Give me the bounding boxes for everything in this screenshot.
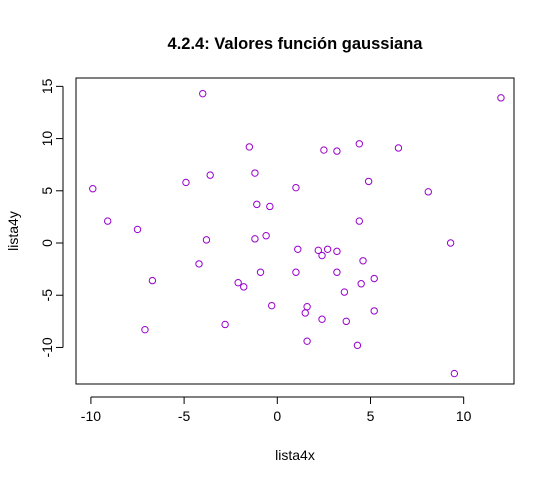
data-point xyxy=(202,236,211,244)
data-point xyxy=(333,147,341,155)
data-point xyxy=(89,185,97,193)
y-tick-label: -10 xyxy=(39,337,55,357)
data-point xyxy=(394,144,403,152)
data-point xyxy=(314,246,322,255)
plot-frame xyxy=(75,77,515,385)
data-point xyxy=(320,146,328,154)
data-point xyxy=(353,341,362,350)
x-tick-label: 5 xyxy=(367,408,375,424)
data-point xyxy=(148,276,157,285)
y-axis-label: lista4y xyxy=(5,211,21,251)
data-point xyxy=(301,309,309,317)
x-axis-label: lista4x xyxy=(275,447,315,463)
data-point xyxy=(370,274,378,283)
y-tick-label: 10 xyxy=(39,131,55,147)
data-point xyxy=(253,200,261,209)
data-point xyxy=(450,369,459,378)
chart-title: 4.2.4: Valores función gaussiana xyxy=(168,35,424,53)
data-point xyxy=(303,337,311,345)
data-point xyxy=(256,268,265,276)
data-point xyxy=(234,278,242,287)
data-point xyxy=(268,301,276,310)
data-point xyxy=(266,202,274,211)
data-point xyxy=(221,320,229,329)
x-tick-label: -10 xyxy=(81,408,101,424)
data-point xyxy=(497,94,505,102)
data-point xyxy=(355,217,364,225)
data-point xyxy=(342,317,350,326)
x-axis: -10 -5 0 5 10 xyxy=(81,396,472,424)
data-point xyxy=(195,260,203,268)
data-point xyxy=(303,303,311,311)
data-point xyxy=(333,247,341,256)
data-point xyxy=(103,217,112,225)
data-point xyxy=(370,307,378,315)
data-point xyxy=(359,257,367,265)
y-tick-label: -5 xyxy=(39,289,55,302)
data-point xyxy=(245,143,254,151)
data-point xyxy=(357,280,365,288)
data-point xyxy=(340,288,349,296)
data-point xyxy=(292,183,300,192)
data-point xyxy=(133,225,142,234)
data-point xyxy=(318,315,326,323)
data-point xyxy=(294,245,302,253)
data-point xyxy=(323,245,332,253)
y-tick-label: 15 xyxy=(39,78,55,94)
x-tick-label: -5 xyxy=(178,408,191,424)
data-point xyxy=(206,171,214,179)
data-point xyxy=(424,188,432,196)
data-point xyxy=(318,251,326,260)
data-point xyxy=(141,325,149,334)
data-point xyxy=(199,89,207,98)
x-tick-label: 0 xyxy=(273,408,281,424)
data-point xyxy=(262,231,270,240)
data-points xyxy=(89,89,505,378)
x-tick-label: 10 xyxy=(456,408,472,424)
data-point xyxy=(333,268,341,276)
data-point xyxy=(251,235,259,243)
y-axis: -10 -5 0 5 10 15 xyxy=(39,78,64,358)
y-tick-label: 5 xyxy=(39,187,55,195)
data-point xyxy=(355,140,364,148)
data-point xyxy=(182,178,190,187)
data-point xyxy=(240,283,248,291)
data-point xyxy=(251,169,259,177)
y-tick-label: 0 xyxy=(39,239,55,247)
data-point xyxy=(292,268,300,276)
data-point xyxy=(446,239,455,247)
data-point xyxy=(364,177,373,186)
